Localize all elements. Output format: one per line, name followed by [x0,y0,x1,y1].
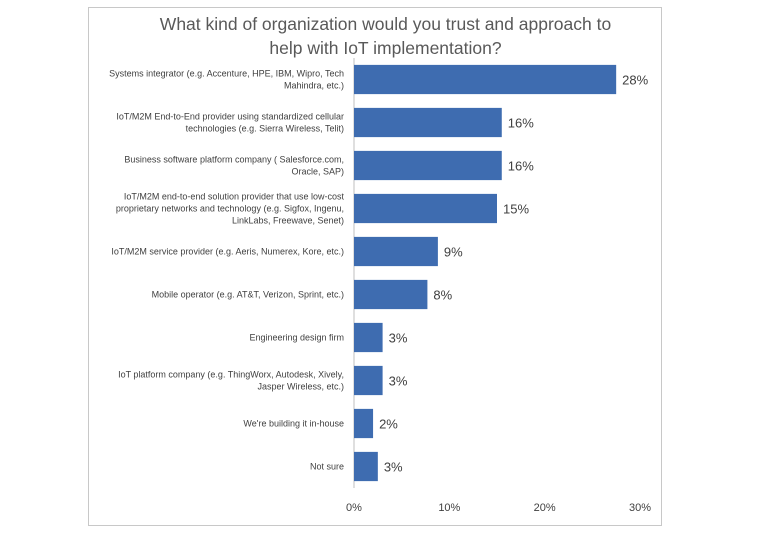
category-label-line: proprietary networks and technology (e.g… [116,204,344,214]
chart-title-line-2: help with IoT implementation? [269,38,502,58]
bars: 28% 16% 16% 15% 9% 8% 3% 3% 2% 3% [354,64,649,482]
category-label-line: We're building it in-house [243,419,344,429]
data-label: 3% [384,460,403,475]
category-label: Engineering design firm [249,333,344,343]
bar [354,64,617,95]
category-label-line: Jasper Wireless, etc.) [257,382,344,392]
category-label: We're building it in-house [243,419,344,429]
category-label: IoT/M2M end-to-end solution provider tha… [116,192,345,226]
bar [354,107,502,138]
bar [354,451,378,482]
category-label: Systems integrator (e.g. Accenture, HPE,… [109,69,344,91]
category-labels: Systems integrator (e.g. Accenture, HPE,… [109,69,344,472]
data-label: 16% [508,116,534,131]
category-label-line: Systems integrator (e.g. Accenture, HPE,… [109,69,344,79]
data-label: 15% [503,202,529,217]
x-tick-label: 0% [346,502,362,514]
chart-title-line-1: What kind of organization would you trus… [159,14,612,34]
category-label-line: technologies (e.g. Sierra Wireless, Teli… [186,124,344,134]
x-tick-label: 30% [629,502,651,514]
category-label-line: IoT/M2M service provider (e.g. Aeris, Nu… [111,247,344,257]
category-label: Not sure [310,462,344,472]
category-label: Business software platform company ( Sal… [124,155,344,177]
bar [354,150,502,181]
bar [354,193,497,224]
bar [354,236,438,267]
data-label: 3% [389,331,408,346]
category-label-line: IoT/M2M end-to-end solution provider tha… [124,192,345,202]
data-label: 28% [622,73,648,88]
x-tick-label: 10% [438,502,460,514]
bar [354,322,383,353]
chart-title: What kind of organization would you trus… [88,12,683,60]
bar [354,365,383,396]
category-label: IoT platform company (e.g. ThingWorx, Au… [118,370,344,392]
category-label-line: IoT/M2M End-to-End provider using standa… [116,112,344,122]
category-label: Mobile operator (e.g. AT&T, Verizon, Spr… [152,290,344,300]
category-label-line: IoT platform company (e.g. ThingWorx, Au… [118,370,344,380]
data-label: 9% [444,245,463,260]
category-label: IoT/M2M service provider (e.g. Aeris, Nu… [111,247,344,257]
category-label-line: Engineering design firm [249,333,344,343]
category-label-line: Not sure [310,462,344,472]
data-label: 8% [433,288,452,303]
data-label: 2% [379,417,398,432]
bar [354,279,428,310]
data-label: 16% [508,159,534,174]
data-label: 3% [389,374,408,389]
category-label-line: Business software platform company ( Sal… [124,155,344,165]
category-label-line: Mobile operator (e.g. AT&T, Verizon, Spr… [152,290,344,300]
x-tick-label: 20% [534,502,556,514]
category-label-line: Mahindra, etc.) [284,81,344,91]
category-label-line: Oracle, SAP) [291,167,344,177]
bar [354,408,374,439]
category-label-line: LinkLabs, Freewave, Senet) [232,216,344,226]
category-label: IoT/M2M End-to-End provider using standa… [116,112,344,134]
